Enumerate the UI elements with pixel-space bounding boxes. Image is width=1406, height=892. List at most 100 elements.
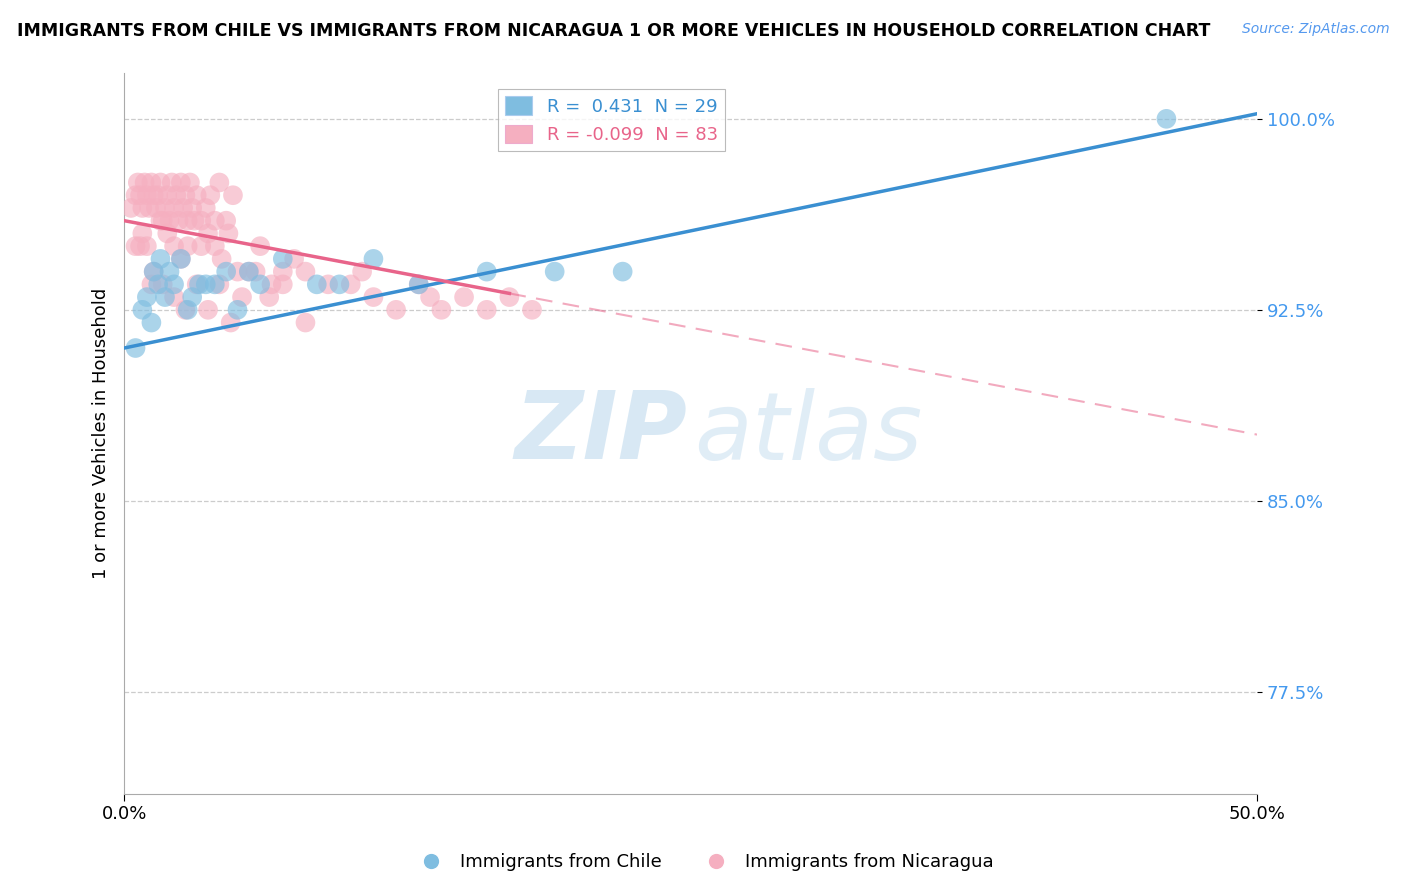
Point bbox=[222, 188, 245, 202]
Point bbox=[124, 188, 146, 202]
Point bbox=[215, 265, 238, 279]
Point bbox=[124, 341, 146, 355]
Point bbox=[129, 239, 152, 253]
Point bbox=[163, 239, 186, 253]
Y-axis label: 1 or more Vehicles in Household: 1 or more Vehicles in Household bbox=[93, 288, 110, 579]
Point bbox=[271, 277, 294, 292]
Point bbox=[138, 201, 160, 215]
Point bbox=[153, 201, 176, 215]
Point bbox=[194, 201, 217, 215]
Point bbox=[204, 213, 226, 227]
Point bbox=[197, 227, 219, 241]
Point bbox=[149, 176, 172, 190]
Point bbox=[305, 277, 328, 292]
Point bbox=[135, 188, 157, 202]
Legend: R =  0.431  N = 29, R = -0.099  N = 83: R = 0.431 N = 29, R = -0.099 N = 83 bbox=[498, 89, 725, 152]
Point bbox=[260, 277, 283, 292]
Point bbox=[148, 188, 170, 202]
Point bbox=[160, 176, 183, 190]
Point bbox=[190, 213, 212, 227]
Point bbox=[294, 316, 316, 330]
Text: ZIP: ZIP bbox=[515, 387, 688, 479]
Point bbox=[612, 265, 634, 279]
Point bbox=[249, 239, 271, 253]
Point bbox=[181, 290, 204, 304]
Point bbox=[141, 277, 163, 292]
Point bbox=[156, 188, 179, 202]
Point bbox=[200, 188, 222, 202]
Point bbox=[174, 188, 197, 202]
Point bbox=[163, 201, 186, 215]
Point bbox=[363, 252, 385, 266]
Point bbox=[142, 265, 165, 279]
Point bbox=[475, 302, 498, 317]
Point bbox=[149, 252, 172, 266]
Point bbox=[159, 265, 181, 279]
Point bbox=[475, 265, 498, 279]
Point bbox=[153, 290, 176, 304]
Point bbox=[408, 277, 430, 292]
Point bbox=[131, 201, 153, 215]
Point bbox=[328, 277, 350, 292]
Point bbox=[249, 277, 271, 292]
Point bbox=[544, 265, 567, 279]
Point bbox=[145, 201, 167, 215]
Point bbox=[163, 290, 186, 304]
Point bbox=[186, 277, 208, 292]
Point bbox=[419, 290, 441, 304]
Text: atlas: atlas bbox=[695, 388, 922, 479]
Point bbox=[179, 176, 201, 190]
Point bbox=[204, 239, 226, 253]
Point bbox=[215, 213, 238, 227]
Point bbox=[149, 213, 172, 227]
Point bbox=[174, 302, 197, 317]
Point bbox=[498, 290, 520, 304]
Point bbox=[172, 201, 194, 215]
Text: IMMIGRANTS FROM CHILE VS IMMIGRANTS FROM NICARAGUA 1 OR MORE VEHICLES IN HOUSEHO: IMMIGRANTS FROM CHILE VS IMMIGRANTS FROM… bbox=[17, 22, 1211, 40]
Point bbox=[271, 252, 294, 266]
Point bbox=[170, 252, 193, 266]
Legend: Immigrants from Chile, Immigrants from Nicaragua: Immigrants from Chile, Immigrants from N… bbox=[405, 847, 1001, 879]
Point bbox=[141, 316, 163, 330]
Point bbox=[238, 265, 260, 279]
Point bbox=[183, 213, 205, 227]
Point bbox=[294, 265, 316, 279]
Point bbox=[1156, 112, 1178, 126]
Point bbox=[135, 239, 157, 253]
Point bbox=[131, 227, 153, 241]
Point bbox=[211, 252, 233, 266]
Point bbox=[141, 176, 163, 190]
Point bbox=[134, 176, 156, 190]
Point bbox=[204, 277, 226, 292]
Point bbox=[363, 290, 385, 304]
Point bbox=[208, 176, 231, 190]
Point bbox=[231, 290, 253, 304]
Point bbox=[176, 239, 198, 253]
Point bbox=[176, 302, 198, 317]
Point bbox=[148, 277, 170, 292]
Point bbox=[176, 213, 198, 227]
Point bbox=[352, 265, 374, 279]
Point bbox=[257, 290, 280, 304]
Point bbox=[430, 302, 453, 317]
Point bbox=[190, 239, 212, 253]
Point bbox=[226, 265, 249, 279]
Point bbox=[186, 188, 208, 202]
Point bbox=[226, 302, 249, 317]
Point bbox=[142, 265, 165, 279]
Point bbox=[208, 277, 231, 292]
Point bbox=[163, 277, 186, 292]
Point bbox=[408, 277, 430, 292]
Point bbox=[170, 252, 193, 266]
Point bbox=[271, 265, 294, 279]
Point bbox=[245, 265, 267, 279]
Point bbox=[385, 302, 408, 317]
Point bbox=[152, 213, 174, 227]
Point bbox=[283, 252, 305, 266]
Point bbox=[339, 277, 361, 292]
Point bbox=[124, 239, 146, 253]
Point bbox=[156, 227, 179, 241]
Point bbox=[165, 188, 187, 202]
Point bbox=[129, 188, 152, 202]
Point bbox=[520, 302, 543, 317]
